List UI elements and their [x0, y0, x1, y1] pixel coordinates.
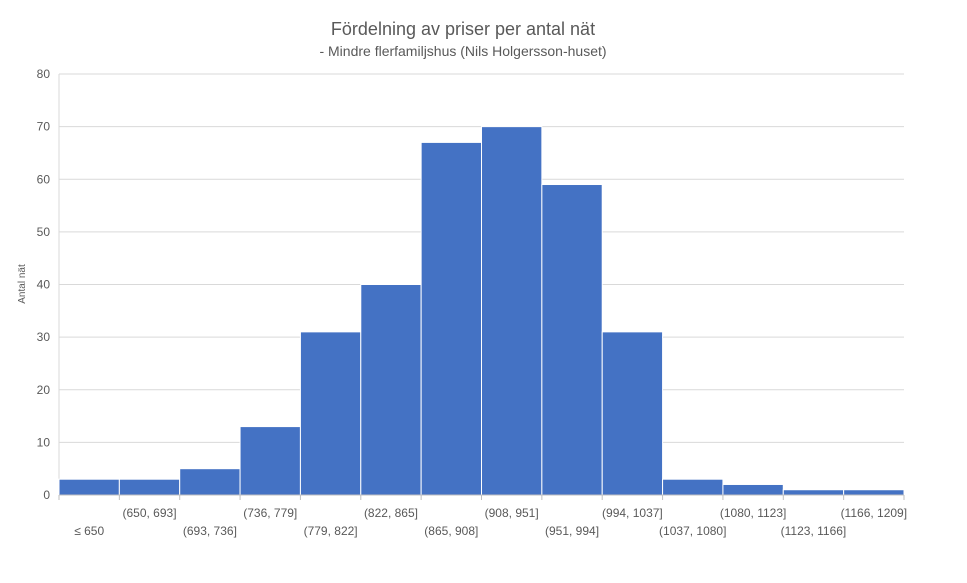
x-tick-labels: ≤ 650 (650, 693] (693, 736] (736, 779] (779,…	[74, 506, 907, 538]
bar	[58, 478, 120, 496]
x-tick-label: (779, 822]	[304, 524, 358, 538]
x-tick-label: (1037, 1080]	[659, 524, 726, 538]
bar	[360, 284, 422, 496]
bar	[118, 478, 181, 496]
y-tick-label: 60	[37, 172, 51, 186]
x-tick-label: (951, 994]	[545, 524, 599, 538]
bar	[239, 426, 301, 496]
y-tick-label: 20	[37, 383, 51, 397]
bar	[299, 331, 362, 496]
bar	[662, 478, 724, 496]
x-tick-label: (736, 779]	[243, 506, 297, 520]
bar	[722, 483, 784, 496]
y-tick-label: 70	[37, 120, 51, 134]
x-tick-label: (693, 736]	[183, 524, 237, 538]
y-tick-label: 80	[37, 67, 51, 81]
x-tick-label: (865, 908]	[424, 524, 478, 538]
bar	[179, 468, 241, 496]
x-tick-label: ≤ 650	[74, 524, 104, 538]
y-tick-labels: 0 10 20 30 40 50 60 70 80	[37, 67, 51, 502]
bars	[58, 126, 905, 496]
x-tick-label: (650, 693]	[123, 506, 177, 520]
chart-title: Fördelning av priser per antal nät	[331, 19, 595, 39]
bar	[541, 184, 603, 496]
y-axis-label: Antal nät	[17, 264, 28, 304]
y-tick-label: 0	[43, 488, 50, 502]
x-axis	[58, 494, 905, 500]
x-tick-label: (1166, 1209]	[841, 506, 908, 520]
x-tick-label: (994, 1037]	[602, 506, 663, 520]
x-tick-label: (822, 865]	[364, 506, 418, 520]
bar	[843, 489, 905, 496]
bar	[420, 141, 482, 496]
bar	[601, 331, 664, 496]
y-tick-label: 10	[37, 435, 51, 449]
bar	[782, 489, 845, 496]
chart-subtitle: - Mindre flerfamiljshus (Nils Holgersson…	[319, 43, 606, 59]
x-tick-label: (1080, 1123]	[720, 506, 787, 520]
y-tick-label: 40	[37, 278, 51, 292]
x-tick-label: (908, 951]	[485, 506, 539, 520]
x-tick-label: (1123, 1166]	[781, 524, 847, 538]
y-tick-label: 50	[37, 225, 51, 239]
bar	[481, 126, 543, 496]
y-tick-label: 30	[37, 330, 51, 344]
